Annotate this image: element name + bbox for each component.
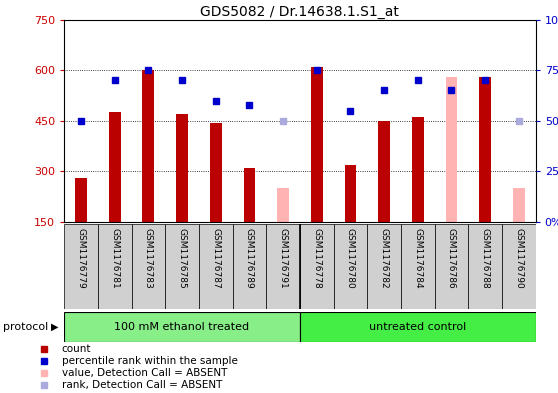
Bar bbox=[75, 178, 87, 222]
Text: GSM1176778: GSM1176778 bbox=[312, 228, 321, 289]
Text: GSM1176786: GSM1176786 bbox=[447, 228, 456, 289]
Bar bbox=[266, 224, 300, 309]
Text: count: count bbox=[62, 344, 91, 354]
Bar bbox=[378, 121, 390, 222]
Bar bbox=[344, 165, 357, 222]
Bar bbox=[435, 224, 468, 309]
Bar bbox=[64, 224, 98, 309]
Text: GSM1176787: GSM1176787 bbox=[211, 228, 220, 289]
Bar bbox=[98, 224, 132, 309]
Bar bbox=[367, 224, 401, 309]
Bar bbox=[479, 77, 491, 222]
Text: percentile rank within the sample: percentile rank within the sample bbox=[62, 356, 238, 366]
Bar bbox=[132, 224, 165, 309]
Bar bbox=[210, 123, 222, 222]
Bar bbox=[109, 112, 121, 222]
Text: GSM1176780: GSM1176780 bbox=[346, 228, 355, 289]
Bar bbox=[311, 67, 323, 222]
Bar bbox=[334, 224, 367, 309]
Text: GSM1176781: GSM1176781 bbox=[110, 228, 119, 289]
Bar bbox=[300, 224, 334, 309]
Bar bbox=[513, 188, 525, 222]
Text: rank, Detection Call = ABSENT: rank, Detection Call = ABSENT bbox=[62, 380, 222, 389]
Text: protocol: protocol bbox=[3, 322, 48, 332]
Bar bbox=[142, 70, 154, 222]
Text: GSM1176779: GSM1176779 bbox=[76, 228, 85, 289]
Bar bbox=[243, 168, 256, 222]
Bar bbox=[401, 224, 435, 309]
Bar bbox=[64, 312, 300, 342]
Text: 100 mM ethanol treated: 100 mM ethanol treated bbox=[114, 322, 249, 332]
Text: GSM1176784: GSM1176784 bbox=[413, 228, 422, 289]
Bar bbox=[502, 224, 536, 309]
Bar bbox=[300, 312, 536, 342]
Text: GSM1176782: GSM1176782 bbox=[379, 228, 388, 289]
Bar bbox=[446, 77, 458, 222]
Text: GSM1176783: GSM1176783 bbox=[144, 228, 153, 289]
Bar bbox=[176, 114, 188, 222]
Text: ▶: ▶ bbox=[51, 322, 59, 332]
Text: GSM1176789: GSM1176789 bbox=[245, 228, 254, 289]
Bar bbox=[165, 224, 199, 309]
Text: GSM1176791: GSM1176791 bbox=[278, 228, 287, 289]
Bar bbox=[412, 118, 424, 222]
Bar bbox=[277, 188, 289, 222]
Text: GSM1176788: GSM1176788 bbox=[480, 228, 490, 289]
Title: GDS5082 / Dr.14638.1.S1_at: GDS5082 / Dr.14638.1.S1_at bbox=[200, 5, 400, 18]
Bar bbox=[199, 224, 233, 309]
Text: GSM1176790: GSM1176790 bbox=[514, 228, 523, 289]
Bar bbox=[233, 224, 266, 309]
Text: untreated control: untreated control bbox=[369, 322, 466, 332]
Bar bbox=[468, 224, 502, 309]
Text: GSM1176785: GSM1176785 bbox=[177, 228, 186, 289]
Text: value, Detection Call = ABSENT: value, Detection Call = ABSENT bbox=[62, 368, 227, 378]
